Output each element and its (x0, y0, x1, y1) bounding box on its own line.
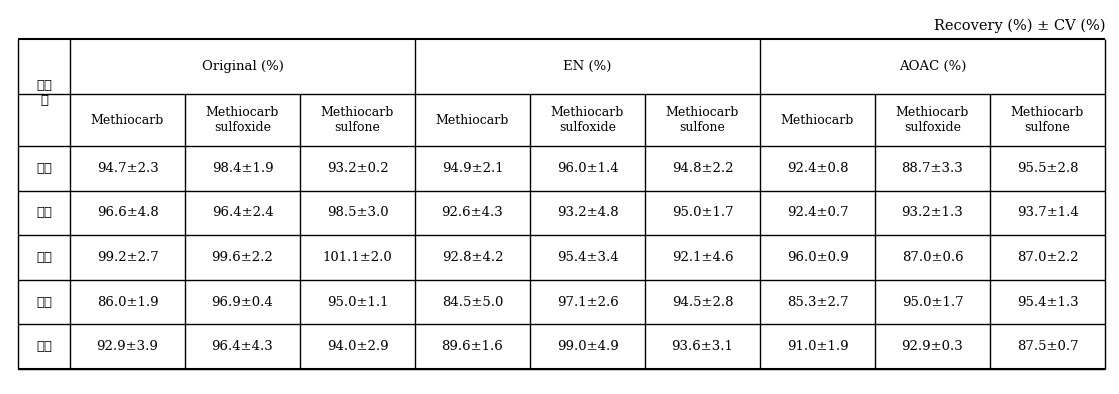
Text: 94.8±2.2: 94.8±2.2 (671, 162, 733, 175)
Text: 99.0±4.9: 99.0±4.9 (556, 340, 619, 353)
Text: 99.6±2.2: 99.6±2.2 (211, 251, 273, 264)
Text: 85.3±2.7: 85.3±2.7 (787, 296, 848, 309)
Text: Methiocarb: Methiocarb (781, 113, 854, 126)
Text: 98.5±3.0: 98.5±3.0 (327, 206, 388, 219)
Text: 94.7±2.3: 94.7±2.3 (96, 162, 159, 175)
Text: 87.0±0.6: 87.0±0.6 (902, 251, 963, 264)
Text: 96.0±1.4: 96.0±1.4 (556, 162, 619, 175)
Text: Methiocarb
sulfone: Methiocarb sulfone (1010, 106, 1084, 134)
Text: AOAC (%): AOAC (%) (899, 60, 966, 73)
Text: 98.4±1.9: 98.4±1.9 (211, 162, 273, 175)
Text: 92.4±0.7: 92.4±0.7 (787, 206, 848, 219)
Text: 92.8±4.2: 92.8±4.2 (442, 251, 504, 264)
Text: 96.4±2.4: 96.4±2.4 (211, 206, 273, 219)
Text: Methiocarb
sulfone: Methiocarb sulfone (321, 106, 394, 134)
Text: Methiocarb: Methiocarb (91, 113, 164, 126)
Text: Methiocarb: Methiocarb (435, 113, 509, 126)
Text: 96.0±0.9: 96.0±0.9 (787, 251, 848, 264)
Text: 87.5±0.7: 87.5±0.7 (1017, 340, 1079, 353)
Text: 현미: 현미 (36, 340, 51, 353)
Text: 99.2±2.7: 99.2±2.7 (96, 251, 159, 264)
Text: 92.9±0.3: 92.9±0.3 (902, 340, 963, 353)
Text: 96.4±4.3: 96.4±4.3 (211, 340, 273, 353)
Text: EN (%): EN (%) (563, 60, 612, 73)
Text: 92.9±3.9: 92.9±3.9 (96, 340, 159, 353)
Text: Methiocarb
sulfoxide: Methiocarb sulfoxide (551, 106, 624, 134)
Text: 94.0±2.9: 94.0±2.9 (327, 340, 388, 353)
Text: 91.0±1.9: 91.0±1.9 (787, 340, 848, 353)
Text: 94.5±2.8: 94.5±2.8 (671, 296, 733, 309)
Text: 95.4±1.3: 95.4±1.3 (1017, 296, 1079, 309)
Text: 95.5±2.8: 95.5±2.8 (1017, 162, 1079, 175)
Text: 84.5±5.0: 84.5±5.0 (442, 296, 504, 309)
Text: 93.2±4.8: 93.2±4.8 (556, 206, 619, 219)
Text: Methiocarb
sulfone: Methiocarb sulfone (666, 106, 740, 134)
Text: 93.6±3.1: 93.6±3.1 (671, 340, 733, 353)
Text: 89.6±1.6: 89.6±1.6 (442, 340, 504, 353)
Text: 92.6±4.3: 92.6±4.3 (442, 206, 504, 219)
Text: 93.7±1.4: 93.7±1.4 (1017, 206, 1079, 219)
Text: Methiocarb
sulfoxide: Methiocarb sulfoxide (896, 106, 969, 134)
Text: 93.2±0.2: 93.2±0.2 (327, 162, 388, 175)
Text: 감규: 감규 (36, 251, 51, 264)
Text: 92.1±4.6: 92.1±4.6 (671, 251, 733, 264)
Text: 95.0±1.7: 95.0±1.7 (671, 206, 733, 219)
Text: Recovery (%) ± CV (%): Recovery (%) ± CV (%) (933, 19, 1104, 33)
Text: Methiocarb
sulfoxide: Methiocarb sulfoxide (206, 106, 279, 134)
Text: 농산
물: 농산 물 (36, 78, 51, 106)
Text: 93.2±1.3: 93.2±1.3 (902, 206, 963, 219)
Text: 97.1±2.6: 97.1±2.6 (556, 296, 619, 309)
Text: 95.0±1.7: 95.0±1.7 (902, 296, 963, 309)
Text: 88.7±3.3: 88.7±3.3 (902, 162, 963, 175)
Text: 95.4±3.4: 95.4±3.4 (556, 251, 619, 264)
Text: 96.6±4.8: 96.6±4.8 (96, 206, 159, 219)
Text: Original (%): Original (%) (201, 60, 283, 73)
Text: 96.9±0.4: 96.9±0.4 (211, 296, 273, 309)
Text: 감자: 감자 (36, 162, 51, 175)
Text: 92.4±0.8: 92.4±0.8 (787, 162, 848, 175)
Text: 86.0±1.9: 86.0±1.9 (96, 296, 158, 309)
Text: 101.1±2.0: 101.1±2.0 (322, 251, 393, 264)
Text: 고추: 고추 (36, 206, 51, 219)
Text: 87.0±2.2: 87.0±2.2 (1017, 251, 1079, 264)
Text: 대두: 대두 (36, 296, 51, 309)
Text: 95.0±1.1: 95.0±1.1 (327, 296, 388, 309)
Text: 94.9±2.1: 94.9±2.1 (442, 162, 504, 175)
